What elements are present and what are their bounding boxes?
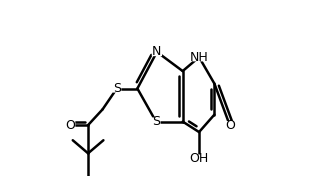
Text: O: O — [225, 119, 235, 132]
Text: OH: OH — [189, 152, 209, 165]
FancyBboxPatch shape — [112, 84, 121, 93]
FancyBboxPatch shape — [66, 121, 75, 129]
Text: N: N — [152, 45, 162, 58]
Text: S: S — [152, 115, 160, 128]
FancyBboxPatch shape — [192, 53, 206, 61]
FancyBboxPatch shape — [193, 155, 205, 163]
FancyBboxPatch shape — [152, 118, 161, 126]
Text: O: O — [66, 119, 76, 132]
FancyBboxPatch shape — [225, 121, 234, 129]
Text: NH: NH — [190, 51, 208, 64]
FancyBboxPatch shape — [152, 48, 162, 56]
Text: S: S — [113, 82, 121, 95]
